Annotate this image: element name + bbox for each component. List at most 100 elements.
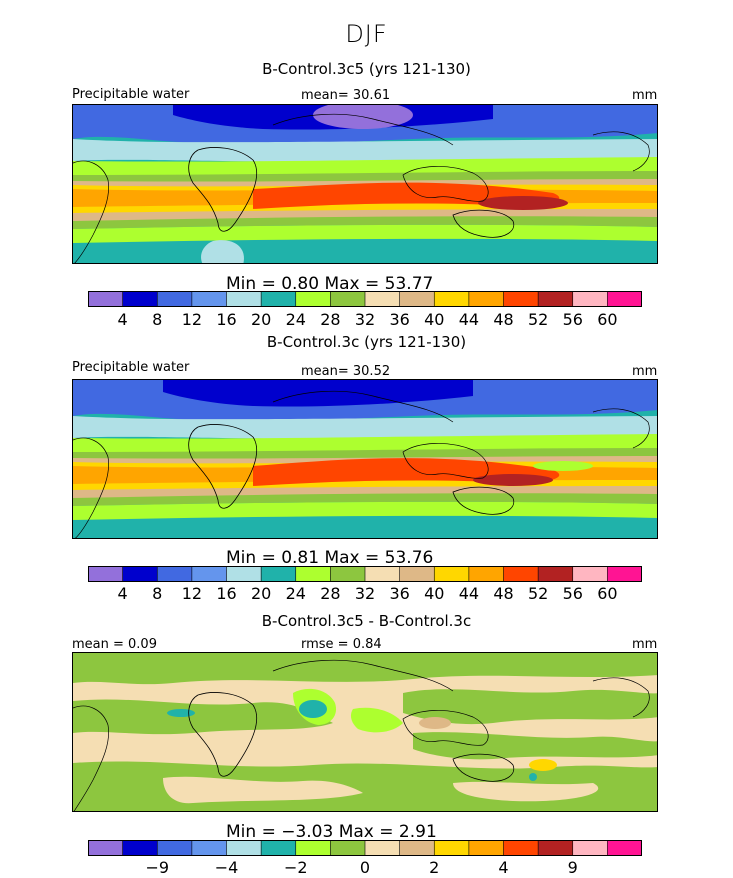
panel-3-colorbar [88, 840, 642, 856]
colorbar-swatch [399, 291, 435, 307]
panel-3-units: mm [632, 637, 658, 652]
colorbar-swatch [434, 291, 470, 307]
colorbar-tick-label: 60 [597, 584, 618, 603]
colorbar-swatch [330, 291, 366, 307]
colorbar-swatch [261, 291, 297, 307]
colorbar-tick-label: 36 [389, 584, 410, 603]
colorbar-tick-label: −4 [214, 858, 239, 877]
panel-1-mean: mean= 30.61 [301, 88, 391, 103]
colorbar-swatch [330, 840, 366, 856]
panel-2-units: mm [632, 364, 658, 379]
colorbar-tick-label: 48 [493, 584, 514, 603]
colorbar-tick-label: 8 [152, 584, 163, 603]
colorbar-swatch [157, 566, 193, 582]
colorbar-swatch [295, 566, 331, 582]
panel-1-field-label: Precipitable water [72, 87, 190, 102]
colorbar-swatch [88, 840, 123, 856]
colorbar-swatch [365, 840, 400, 856]
colorbar-tick-label: 36 [389, 310, 410, 329]
colorbar-tick-label: 44 [458, 310, 480, 329]
colorbar-swatch [468, 291, 504, 307]
colorbar-swatch [538, 566, 574, 582]
colorbar-tick-label: 56 [562, 310, 583, 329]
colorbar-swatch [572, 566, 608, 582]
colorbar-swatch [434, 566, 470, 582]
colorbar-swatch [157, 291, 193, 307]
colorbar-tick-label: 44 [458, 584, 480, 603]
colorbar-tick-label: 52 [527, 310, 549, 329]
colorbar-tick-label: 28 [320, 310, 341, 329]
colorbar-swatch [607, 840, 642, 856]
colorbar-tick-label: 56 [562, 584, 583, 603]
colorbar-swatch [88, 566, 123, 582]
colorbar-tick-label: 28 [320, 584, 341, 603]
panel-2-minmax: Min = 0.81 Max = 53.76 [226, 548, 434, 568]
panel-1-title: B-Control.3c5 (yrs 121-130) [262, 60, 471, 78]
panel-2-colorbar [88, 566, 642, 582]
colorbar-tick-label: 16 [216, 310, 237, 329]
panel-3-rmse: rmse = 0.84 [301, 637, 382, 652]
colorbar-swatch [468, 840, 504, 856]
colorbar-swatch [468, 566, 504, 582]
colorbar-swatch [226, 291, 262, 307]
panel-1-colorbar [88, 291, 642, 307]
colorbar-tick-label: 9 [567, 858, 578, 877]
colorbar-swatch [503, 840, 539, 856]
colorbar-tick-label: −2 [283, 858, 308, 877]
panel-1-minmax: Min = 0.80 Max = 53.77 [226, 274, 434, 294]
colorbar-swatch [503, 566, 539, 582]
colorbar-swatch [122, 566, 158, 582]
colorbar-tick-label: 20 [250, 584, 272, 603]
colorbar-swatch [226, 566, 262, 582]
colorbar-swatch [538, 840, 574, 856]
panel-1-colorbar-ticks: 4 8 12 16 20 24 28 32 36 40 44 48 52 56 60 [88, 310, 642, 330]
colorbar-tick-label: 8 [152, 310, 163, 329]
colorbar-tick-label: 2 [429, 858, 440, 877]
season-title: DJF [345, 20, 388, 48]
panel-3-map [72, 652, 658, 812]
panel-1-map [72, 104, 658, 264]
colorbar-tick-label: 4 [117, 584, 128, 603]
colorbar-tick-label: 32 [354, 310, 376, 329]
panel-2-map [72, 379, 658, 539]
colorbar-tick-label: 60 [597, 310, 618, 329]
colorbar-swatch [157, 840, 193, 856]
colorbar-swatch [330, 566, 366, 582]
colorbar-tick-label: −9 [145, 858, 170, 877]
panel-1-units: mm [632, 88, 658, 103]
colorbar-swatch [295, 840, 331, 856]
colorbar-tick-label: 12 [181, 584, 203, 603]
colorbar-tick-label: 16 [216, 584, 237, 603]
colorbar-swatch [503, 291, 539, 307]
panel-3-title: B-Control.3c5 - B-Control.3c [261, 612, 472, 630]
colorbar-swatch [88, 291, 123, 307]
panel-3-colorbar-ticks: −9 −4 −2 0 2 4 9 [88, 858, 642, 878]
panel-3-mean: mean = 0.09 [72, 637, 157, 652]
colorbar-swatch [365, 566, 400, 582]
colorbar-swatch [607, 566, 642, 582]
colorbar-swatch [122, 291, 158, 307]
colorbar-swatch [538, 291, 574, 307]
colorbar-swatch [607, 291, 642, 307]
colorbar-tick-label: 40 [424, 584, 445, 603]
colorbar-swatch [295, 291, 331, 307]
colorbar-swatch [191, 840, 227, 856]
colorbar-tick-label: 4 [117, 310, 128, 329]
colorbar-swatch [572, 291, 608, 307]
colorbar-swatch [399, 840, 435, 856]
colorbar-tick-label: 12 [181, 310, 203, 329]
colorbar-tick-label: 4 [498, 858, 509, 877]
colorbar-swatch [365, 291, 400, 307]
colorbar-swatch [572, 840, 608, 856]
panel-2-mean: mean= 30.52 [301, 364, 391, 379]
colorbar-swatch [191, 291, 227, 307]
colorbar-swatch [191, 566, 227, 582]
panel-3-minmax: Min = −3.03 Max = 2.91 [226, 822, 437, 842]
colorbar-swatch [122, 840, 158, 856]
colorbar-tick-label: 52 [527, 584, 549, 603]
colorbar-tick-label: 0 [359, 858, 371, 877]
colorbar-tick-label: 40 [424, 310, 445, 329]
panel-2-colorbar-ticks: 4 8 12 16 20 24 28 32 36 40 44 48 52 56 60 [88, 584, 642, 604]
colorbar-swatch [434, 840, 470, 856]
colorbar-tick-label: 24 [285, 310, 306, 329]
